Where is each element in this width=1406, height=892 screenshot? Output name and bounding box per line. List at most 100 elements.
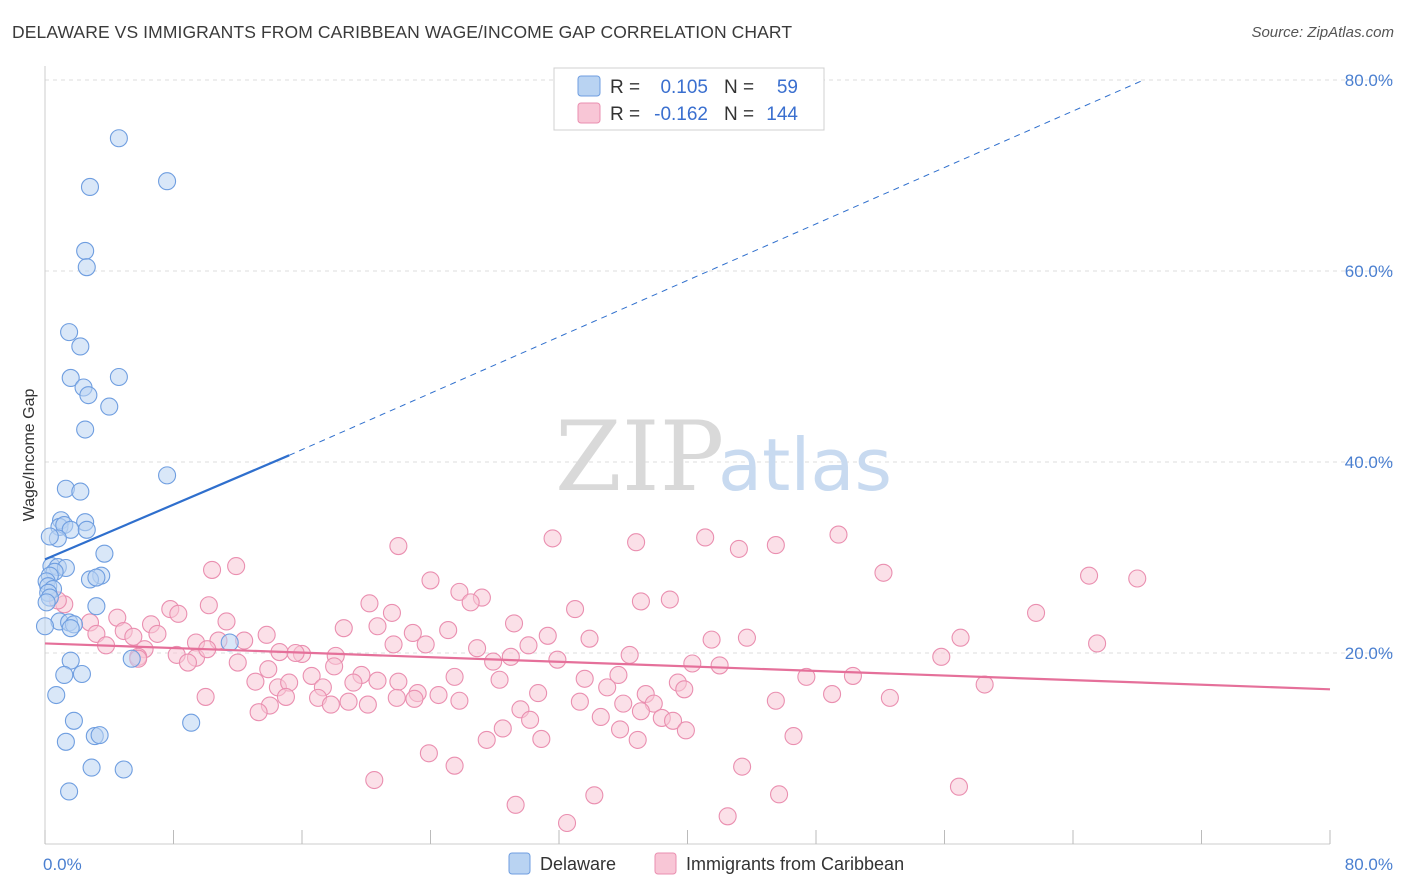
caribbean-point-9	[1080, 566, 1099, 585]
caribbean-point-67	[620, 645, 639, 664]
caribbean-point-130	[733, 757, 752, 776]
delaware-trend-extension	[288, 79, 1144, 456]
caribbean-point-74	[302, 666, 321, 685]
bottom-legend-caribbean: Immigrants from Caribbean	[686, 854, 904, 874]
watermark-atlas: atlas	[718, 423, 892, 507]
delaware-point-45	[220, 633, 239, 652]
caribbean-point-108	[614, 694, 633, 713]
caribbean-point-83	[797, 667, 816, 686]
legend-r-label-1: R =	[610, 77, 640, 98]
watermark: ZIP atlas	[555, 401, 892, 513]
caribbean-point-122	[676, 721, 695, 740]
caribbean-point-68	[683, 654, 702, 673]
caribbean-point-13	[450, 582, 469, 601]
legend-n-label-1: N =	[724, 77, 754, 98]
watermark-zip: ZIP	[555, 401, 724, 513]
caribbean-point-110	[766, 691, 785, 710]
caribbean-point-135	[506, 795, 525, 814]
caribbean-point-34	[439, 621, 458, 640]
caribbean-point-12	[421, 571, 440, 590]
legend-r-value-2: -0.162	[654, 104, 708, 125]
caribbean-point-53	[468, 639, 487, 658]
caribbean-point-2	[829, 525, 848, 544]
delaware-point-24	[95, 544, 114, 563]
caribbean-point-92	[429, 685, 448, 705]
caribbean-point-20	[1027, 603, 1046, 622]
bottom-legend-swatch-caribbean	[654, 852, 677, 875]
delaware-point-44	[61, 619, 80, 638]
caribbean-point-70	[932, 647, 951, 666]
caribbean-point-133	[585, 786, 604, 805]
caribbean-point-105	[405, 689, 424, 708]
caribbean-point-129	[445, 756, 464, 775]
legend-swatch-caribbean	[577, 102, 601, 124]
caribbean-point-31	[504, 614, 524, 633]
caribbean-point-134	[770, 785, 789, 804]
grid	[45, 79, 1393, 654]
legend-n-value-2: 144	[766, 104, 798, 125]
caribbean-point-103	[358, 695, 377, 714]
delaware-point-48	[55, 665, 74, 685]
delaware-point-35	[87, 568, 106, 587]
caribbean-point-126	[628, 730, 647, 749]
caribbean-point-124	[493, 719, 512, 738]
caribbean-trend-line	[44, 642, 1331, 691]
delaware-point-7	[61, 368, 80, 388]
caribbean-point-52	[416, 635, 435, 654]
caribbean-point-97	[823, 685, 842, 704]
caribbean-point-22	[169, 604, 188, 623]
chart-source: Source: ZipAtlas.com	[1251, 24, 1394, 41]
caribbean-point-42	[580, 629, 599, 648]
delaware-point-21	[77, 520, 96, 539]
caribbean-point-104	[387, 688, 406, 707]
delaware-point-23	[40, 527, 59, 546]
series-delaware-points	[35, 129, 239, 801]
caribbean-point-77	[389, 672, 408, 691]
caribbean-point-51	[384, 635, 403, 654]
caribbean-point-93	[529, 684, 548, 703]
caribbean-point-8	[874, 563, 893, 582]
legend-n-value-1: 59	[777, 77, 798, 98]
axes	[44, 66, 1331, 845]
caribbean-point-102	[339, 692, 358, 711]
caribbean-point-11	[203, 560, 222, 579]
caribbean-point-40	[257, 625, 276, 644]
y-tick-label-0: 20.0%	[1345, 644, 1393, 663]
caribbean-point-27	[217, 612, 236, 631]
y-tick-label-1: 40.0%	[1345, 453, 1393, 472]
caribbean-point-7	[766, 536, 785, 555]
caribbean-point-98	[975, 675, 994, 694]
caribbean-point-120	[521, 710, 540, 729]
caribbean-point-15	[461, 593, 480, 612]
caribbean-point-6	[729, 539, 748, 558]
delaware-point-10	[79, 386, 98, 405]
caribbean-point-99	[196, 687, 215, 706]
delaware-point-13	[158, 466, 177, 485]
delaware-point-6	[71, 337, 90, 356]
caribbean-point-84	[843, 666, 862, 685]
delaware-point-57	[114, 760, 133, 779]
caribbean-point-5	[389, 536, 408, 556]
caribbean-point-114	[249, 703, 268, 722]
caribbean-point-94	[598, 678, 617, 697]
correlation-legend: R = 0.105 N = 59 R = -0.162 N = 144	[553, 67, 825, 131]
legend-n-label-2: N =	[724, 104, 754, 125]
delaware-point-15	[71, 482, 90, 501]
caribbean-point-78	[445, 667, 464, 686]
legend-r-label-2: R =	[610, 104, 640, 125]
caribbean-point-90	[368, 671, 387, 690]
caribbean-point-10	[1128, 569, 1147, 588]
delaware-trend-line	[44, 454, 290, 561]
caribbean-point-75	[325, 657, 344, 676]
caribbean-point-65	[501, 647, 520, 666]
delaware-point-56	[82, 758, 101, 777]
chart-title: DELAWARE VS IMMIGRANTS FROM CARIBBEAN WA…	[12, 22, 793, 42]
caribbean-point-46	[1088, 634, 1107, 653]
delaware-point-51	[64, 711, 83, 730]
caribbean-point-1	[696, 528, 715, 547]
x-tick-label-min: 0.0%	[43, 855, 82, 874]
series-caribbean-points	[48, 525, 1147, 833]
caribbean-point-17	[660, 590, 679, 609]
caribbean-point-71	[178, 653, 198, 672]
